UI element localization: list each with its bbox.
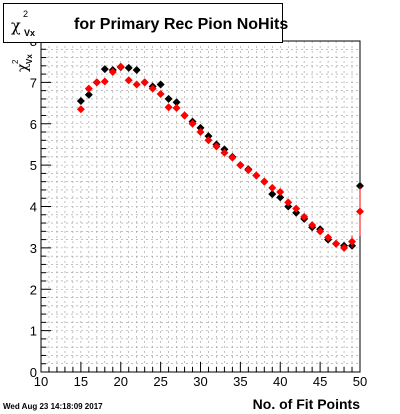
data-point: [76, 96, 85, 105]
y-tick-label: 0: [30, 365, 37, 380]
y-tick-label: 2: [30, 282, 37, 297]
data-point: [140, 78, 149, 87]
title-subscript: Vx: [24, 28, 36, 38]
data-series: [76, 62, 364, 252]
data-point: [332, 239, 341, 248]
data-point: [308, 221, 317, 230]
title-chi-symbol: χ: [11, 16, 21, 35]
data-point: [300, 212, 309, 221]
series-1: [76, 63, 364, 250]
ylabel-chi-symbol: χ: [15, 63, 31, 72]
y-tick-label: 1: [30, 324, 37, 339]
data-point: [252, 171, 261, 180]
data-point: [84, 84, 93, 93]
data-point: [188, 119, 197, 128]
data-point: [316, 227, 325, 236]
data-point: [236, 161, 245, 170]
data-point: [124, 63, 133, 72]
data-point: [356, 207, 364, 216]
data-point: [156, 89, 165, 98]
data-point: [164, 103, 173, 112]
data-point: [172, 104, 181, 113]
x-tick-label: 45: [313, 374, 327, 389]
data-point: [156, 80, 165, 89]
data-point: [124, 76, 133, 85]
data-point: [164, 94, 173, 103]
data-point: [76, 105, 85, 114]
ylabel-subscript: Vx: [25, 54, 34, 64]
grid-lines: [40, 40, 361, 373]
data-point: [276, 193, 285, 202]
data-point: [100, 77, 109, 86]
ylabel-superscript: 2: [11, 59, 20, 64]
timestamp-footer: Wed Aug 23 14:18:09 2017: [3, 402, 103, 411]
data-point: [212, 142, 221, 151]
data-point: [108, 68, 117, 77]
data-point: [340, 243, 349, 252]
y-tick-label: 6: [30, 117, 37, 132]
data-point: [220, 148, 229, 157]
data-point: [268, 183, 277, 192]
data-point: [148, 84, 157, 93]
y-tick-label: 5: [30, 158, 37, 173]
y-axis-label: χ 2 Vx: [10, 49, 34, 79]
x-tick-label: 20: [114, 374, 128, 389]
data-point: [196, 123, 205, 132]
data-point: [116, 62, 125, 71]
data-point: [204, 136, 213, 145]
x-axis-label: No. of Fit Points: [252, 396, 360, 412]
data-point: [260, 177, 269, 186]
data-point: [284, 202, 293, 211]
data-point: [324, 233, 333, 242]
data-point: [132, 65, 141, 74]
x-tick-label: 10: [34, 374, 48, 389]
title-superscript: 2: [23, 9, 29, 19]
chart-title-box: χ 2 Vx for Primary Rec Pion NoHits: [3, 3, 288, 43]
data-point: [132, 80, 141, 89]
data-point: [84, 90, 93, 99]
data-point: [180, 111, 189, 120]
data-point: [284, 198, 293, 207]
y-tick-label: 3: [30, 241, 37, 256]
tick-labels: 101520253035404550012345678: [30, 34, 367, 389]
data-point: [348, 237, 357, 246]
x-tick-label: 15: [74, 374, 88, 389]
x-tick-label: 40: [273, 374, 287, 389]
data-point: [196, 128, 205, 137]
data-point: [356, 181, 364, 190]
series-2: [76, 62, 364, 252]
data-point: [228, 153, 237, 162]
chart-title: for Primary Rec Pion NoHits: [74, 16, 289, 33]
x-tick-label: 30: [193, 374, 207, 389]
data-point: [100, 65, 109, 74]
data-point: [92, 78, 101, 87]
data-point: [172, 98, 181, 107]
data-point: [244, 166, 253, 175]
data-point: [204, 132, 213, 141]
y-tick-label: 7: [30, 75, 37, 90]
x-tick-label: 50: [353, 374, 367, 389]
data-point: [292, 204, 301, 213]
x-tick-label: 25: [153, 374, 167, 389]
y-axis-label-graphic: χ 2 Vx: [11, 54, 34, 72]
y-tick-label: 4: [30, 200, 37, 215]
data-point: [292, 208, 301, 217]
x-tick-label: 35: [233, 374, 247, 389]
data-point: [268, 190, 277, 199]
data-point: [276, 188, 285, 197]
